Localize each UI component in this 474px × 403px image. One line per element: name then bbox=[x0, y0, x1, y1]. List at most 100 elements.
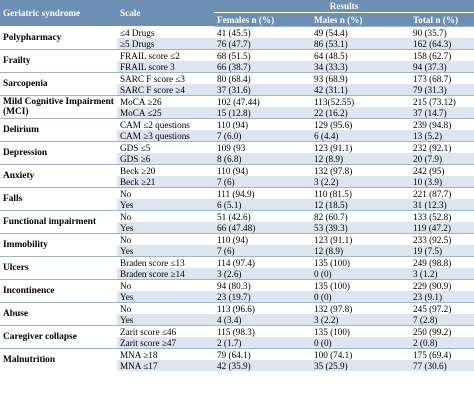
table-row: Incontinence No 94 (80.3) 135 (100) 229 (90.… bbox=[0, 279, 474, 303]
table-row: Delirium CAM ≤2 questions 110 (94) 129 (95.… bbox=[0, 118, 474, 142]
males-cell: 53 (39.3) bbox=[311, 222, 410, 234]
males-cell: 135 (100) bbox=[311, 256, 410, 268]
table-row: Falls No 111 (94.9) 110 (81.5) 221 (87.7) bbox=[0, 187, 474, 211]
total-cell: 232 (92.1) bbox=[410, 141, 474, 153]
syndrome-cell: Falls bbox=[0, 187, 117, 211]
total-cell: 215 (73.12) bbox=[410, 95, 474, 107]
males-cell: 64 (48.5) bbox=[311, 49, 410, 61]
table-row: Immobility No 110 (94) 123 (91.1) 233 (92.5) bbox=[0, 233, 474, 257]
males-cell: 113(52.55) bbox=[311, 95, 410, 107]
scale-cell: Braden score ≤13 bbox=[117, 256, 214, 268]
scale-cell: MNA ≥18 bbox=[117, 348, 214, 360]
males-cell: 110 (81.5) bbox=[311, 187, 410, 199]
scale-cell: SARC F score ≥4 bbox=[117, 84, 214, 96]
scale-cell: GDS ≥6 bbox=[117, 153, 214, 165]
scale-cell: Yes bbox=[117, 222, 214, 234]
syndrome-cell: Anxiety bbox=[0, 164, 117, 188]
syndrome-cell: Polypharmacy bbox=[0, 26, 117, 50]
total-cell: 19 (7.5) bbox=[410, 245, 474, 257]
total-cell: 31 (12.3) bbox=[410, 199, 474, 211]
females-cell: 8 (6.8) bbox=[214, 153, 311, 165]
males-cell: 0 (0) bbox=[311, 291, 410, 303]
table-row: Sarcopenia SARC F score ≤3 80 (68.4) 93 (68… bbox=[0, 72, 474, 96]
table-row: Beck ≥21 7 (6) 3 (2.2) 10 (3.9) bbox=[0, 176, 474, 188]
scale-cell: No bbox=[117, 279, 214, 291]
scale-cell: Yes bbox=[117, 291, 214, 303]
males-cell: 0 (0) bbox=[311, 268, 410, 280]
table-row: Mild Cognitive Impairment (MCI) MoCA ≥26 1… bbox=[0, 95, 474, 119]
males-cell: 49 (54.4) bbox=[311, 26, 410, 38]
males-cell: 3 (2.2) bbox=[311, 176, 410, 188]
total-cell: 158 (62.7) bbox=[410, 49, 474, 61]
males-cell: 100 (74.1) bbox=[311, 348, 410, 360]
scale-cell: FRAIL score ≤2 bbox=[117, 49, 214, 61]
total-cell: 23 (9.1) bbox=[410, 291, 474, 303]
females-cell: 7 (6) bbox=[214, 176, 311, 188]
table-row: Zarit score ≥47 2 (1.7) 0 (0) 2 (0.8) bbox=[0, 337, 474, 349]
syndrome-cell: Malnutrition bbox=[0, 348, 117, 371]
total-cell: 239 (94.8) bbox=[410, 118, 474, 130]
total-cell: 119 (47.2) bbox=[410, 222, 474, 234]
scale-cell: CAM ≤2 questions bbox=[117, 118, 214, 130]
total-cell: 221 (87.7) bbox=[410, 187, 474, 199]
females-cell: 102 (47.44) bbox=[214, 95, 311, 107]
scale-cell: Beck ≥20 bbox=[117, 164, 214, 176]
table-row: Anxiety Beck ≥20 110 (94) 132 (97.8) 242 (95… bbox=[0, 164, 474, 188]
total-cell: 173 (68.7) bbox=[410, 72, 474, 84]
table-row: Yes 66 (47.48) 53 (39.3) 119 (47.2) bbox=[0, 222, 474, 234]
females-cell: 113 (96.6) bbox=[214, 302, 311, 314]
table-row: Malnutrition MNA ≥18 79 (64.1) 100 (74.1) 17… bbox=[0, 348, 474, 371]
scale-cell: CAM ≥3 questions bbox=[117, 130, 214, 142]
females-cell: 110 (94) bbox=[214, 164, 311, 176]
males-cell: 86 (53.1) bbox=[311, 38, 410, 50]
table-header: Geriatric syndrome Scale Results Females… bbox=[0, 0, 474, 27]
females-cell: 37 (31.6) bbox=[214, 84, 311, 96]
females-cell: 114 (97.4) bbox=[214, 256, 311, 268]
table-row: Yes 23 (19.7) 0 (0) 23 (9.1) bbox=[0, 291, 474, 303]
total-cell: 77 (30.6) bbox=[410, 360, 474, 371]
females-cell: 66 (47.48) bbox=[214, 222, 311, 234]
males-cell: 35 (25.9) bbox=[311, 360, 410, 371]
males-cell: 135 (100) bbox=[311, 325, 410, 337]
table-row: GDS ≥6 8 (6.8) 12 (8.9) 20 (7.9) bbox=[0, 153, 474, 165]
syndrome-cell: Delirium bbox=[0, 118, 117, 142]
total-cell: 90 (35.7) bbox=[410, 26, 474, 38]
table-row: Braden score ≥14 3 (2.6) 0 (0) 3 (1.2) bbox=[0, 268, 474, 280]
total-cell: 175 (69.4) bbox=[410, 348, 474, 360]
males-cell: 82 (60.7) bbox=[311, 210, 410, 222]
total-cell: 7 (2.8) bbox=[410, 314, 474, 326]
total-cell: 94 (37.3) bbox=[410, 61, 474, 73]
females-cell: 6 (5.1) bbox=[214, 199, 311, 211]
scale-cell: Zarit score ≥47 bbox=[117, 337, 214, 349]
females-cell: 7 (6) bbox=[214, 245, 311, 257]
males-cell: 6 (4.4) bbox=[311, 130, 410, 142]
total-cell: 37 (14.7) bbox=[410, 107, 474, 119]
total-cell: 79 (31.3) bbox=[410, 84, 474, 96]
syndrome-cell: Sarcopenia bbox=[0, 72, 117, 96]
scale-cell: No bbox=[117, 302, 214, 314]
header-results: Results bbox=[214, 0, 474, 13]
males-cell: 3 (2.2) bbox=[311, 314, 410, 326]
males-cell: 132 (97.8) bbox=[311, 164, 410, 176]
females-cell: 115 (98.3) bbox=[214, 325, 311, 337]
table-row: Caregiver collapse Zarit score ≤46 115 (98… bbox=[0, 325, 474, 349]
scale-cell: No bbox=[117, 187, 214, 199]
table-row: Yes 6 (5.1) 12 (18.5) 31 (12.3) bbox=[0, 199, 474, 211]
total-cell: 2 (0.8) bbox=[410, 337, 474, 349]
syndrome-cell: Incontinence bbox=[0, 279, 117, 303]
scale-cell: SARC F score ≤3 bbox=[117, 72, 214, 84]
syndrome-cell: Frailty bbox=[0, 49, 117, 73]
scale-cell: Beck ≥21 bbox=[117, 176, 214, 188]
table-row: Abuse No 113 (96.6) 132 (97.8) 245 (97.2) bbox=[0, 302, 474, 326]
table-row: ≥5 Drugs 76 (47.7) 86 (53.1) 162 (64.3) bbox=[0, 38, 474, 50]
table-row: CAM ≥3 questions 7 (6.0) 6 (4.4) 13 (5.2) bbox=[0, 130, 474, 142]
males-cell: 135 (100) bbox=[311, 279, 410, 291]
males-cell: 123 (91.1) bbox=[311, 141, 410, 153]
scale-cell: Yes bbox=[117, 199, 214, 211]
header-syndrome: Geriatric syndrome bbox=[0, 0, 117, 27]
total-cell: 20 (7.9) bbox=[410, 153, 474, 165]
females-cell: 79 (64.1) bbox=[214, 348, 311, 360]
total-cell: 229 (90.9) bbox=[410, 279, 474, 291]
geriatric-syndrome-table: Geriatric syndrome Scale Results Females… bbox=[0, 0, 474, 371]
scale-cell: Braden score ≥14 bbox=[117, 268, 214, 280]
